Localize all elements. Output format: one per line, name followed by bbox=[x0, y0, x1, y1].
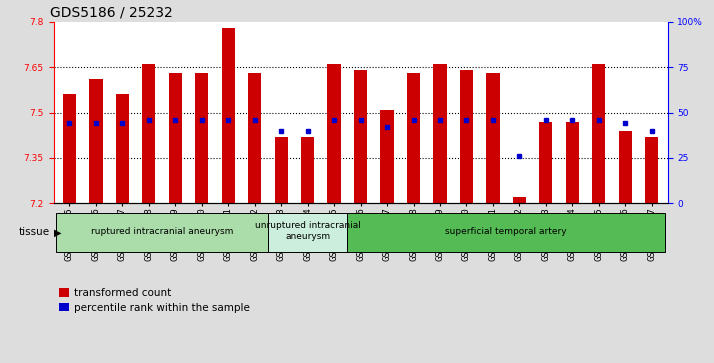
Bar bbox=[513, 197, 526, 203]
Bar bbox=[618, 131, 632, 203]
Bar bbox=[381, 110, 393, 203]
Text: unruptured intracranial
aneurysm: unruptured intracranial aneurysm bbox=[255, 221, 361, 241]
Bar bbox=[301, 137, 314, 203]
Bar bbox=[354, 70, 367, 203]
Text: ruptured intracranial aneurysm: ruptured intracranial aneurysm bbox=[91, 227, 233, 236]
Bar bbox=[268, 213, 347, 252]
Text: superficial temporal artery: superficial temporal artery bbox=[446, 227, 567, 236]
Bar bbox=[565, 122, 579, 203]
Text: GDS5186 / 25232: GDS5186 / 25232 bbox=[51, 5, 174, 19]
Bar bbox=[433, 64, 446, 203]
Bar bbox=[63, 94, 76, 203]
Bar bbox=[460, 70, 473, 203]
Text: ▶: ▶ bbox=[54, 227, 62, 237]
Bar bbox=[221, 28, 235, 203]
Bar bbox=[116, 94, 129, 203]
Bar bbox=[407, 73, 420, 203]
Bar bbox=[275, 137, 288, 203]
Bar bbox=[248, 73, 261, 203]
Text: tissue: tissue bbox=[19, 227, 50, 237]
Bar bbox=[195, 73, 208, 203]
Bar bbox=[592, 64, 605, 203]
Bar bbox=[56, 213, 268, 252]
Bar bbox=[142, 64, 156, 203]
Bar bbox=[645, 137, 658, 203]
Legend: transformed count, percentile rank within the sample: transformed count, percentile rank withi… bbox=[59, 288, 251, 313]
Bar bbox=[539, 122, 553, 203]
Bar bbox=[169, 73, 182, 203]
Bar bbox=[328, 64, 341, 203]
Bar bbox=[347, 213, 665, 252]
Bar bbox=[486, 73, 500, 203]
Bar bbox=[89, 79, 103, 203]
